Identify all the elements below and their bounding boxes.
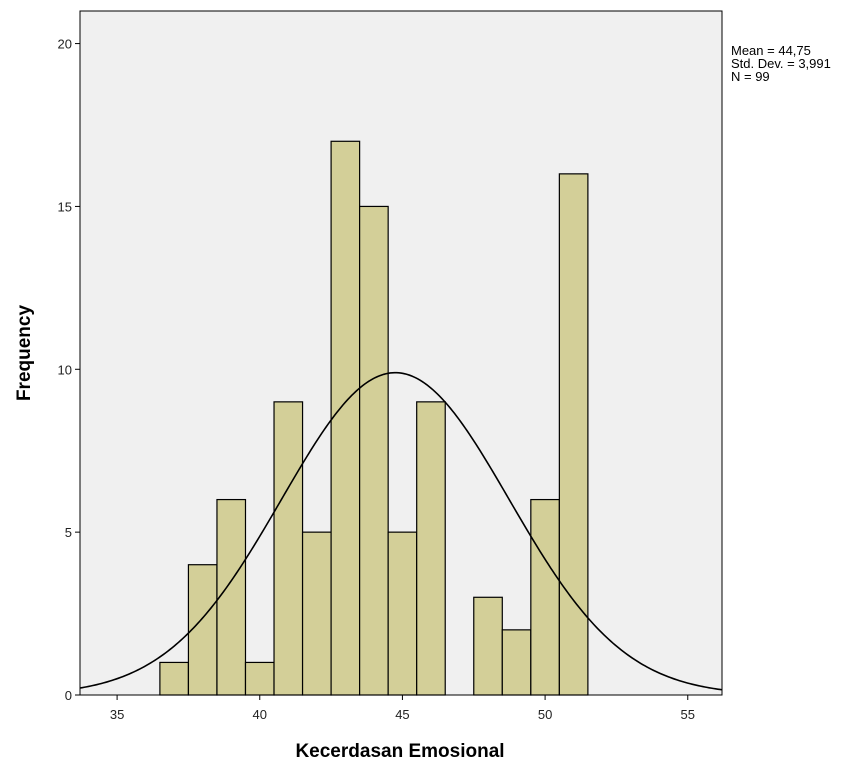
histogram-bar <box>530 498 560 696</box>
histogram-bar <box>558 173 589 696</box>
normal-curve <box>79 371 723 691</box>
histogram-bar <box>187 564 218 696</box>
x-tick-label: 55 <box>681 707 695 722</box>
x-axis: 35 40 45 50 55 <box>110 695 695 722</box>
y-tick-label: 15 <box>58 199 72 214</box>
statistics-box: Mean = 44,75 Std. Dev. = 3,991 N = 99 <box>731 44 831 83</box>
histogram-bar <box>473 596 503 696</box>
y-tick-label: 5 <box>65 525 72 540</box>
histogram-bar <box>387 531 418 696</box>
histogram-bars <box>159 140 589 696</box>
x-tick-label: 45 <box>395 707 409 722</box>
histogram-bar <box>273 401 304 696</box>
x-tick-label: 50 <box>538 707 552 722</box>
histogram-bar <box>244 661 275 696</box>
std-dev-label: Std. Dev. = 3,991 <box>731 56 831 71</box>
mean-label: Mean = 44,75 <box>731 43 811 58</box>
histogram-bar <box>416 401 446 696</box>
y-axis-title: Frequency <box>14 305 35 402</box>
x-tick-label: 40 <box>253 707 267 722</box>
histogram-bar <box>216 498 247 696</box>
histogram-bar <box>330 140 361 696</box>
histogram-bar <box>301 531 332 696</box>
y-axis: 0 5 10 15 20 <box>58 37 80 703</box>
y-tick-label: 20 <box>58 37 72 52</box>
x-axis-title: Kecerdasan Emosional <box>295 741 504 762</box>
histogram-bar <box>501 629 532 696</box>
histogram-bar <box>359 205 389 696</box>
n-label: N = 99 <box>731 69 770 84</box>
histogram-bar <box>159 661 190 696</box>
y-tick-label: 10 <box>58 362 72 377</box>
x-tick-label: 35 <box>110 707 124 722</box>
y-tick-label: 0 <box>65 688 72 703</box>
